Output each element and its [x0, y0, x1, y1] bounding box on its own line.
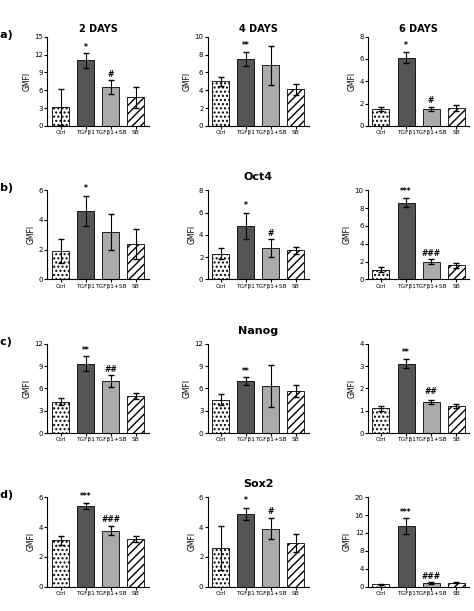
Bar [422, 109, 439, 126]
Bar [77, 211, 94, 279]
Y-axis label: GMFI: GMFI [27, 225, 36, 244]
Y-axis label: GMFI: GMFI [23, 71, 32, 91]
Text: ##: ## [425, 387, 438, 396]
Text: (c): (c) [0, 337, 11, 346]
Text: (a): (a) [0, 29, 12, 40]
Bar [447, 582, 465, 587]
Bar [422, 583, 439, 587]
Title: 6 DAYS: 6 DAYS [399, 24, 438, 34]
Bar [373, 269, 390, 279]
Bar [447, 108, 465, 126]
Bar [398, 364, 415, 433]
Text: Oct4: Oct4 [244, 172, 273, 182]
Bar [127, 244, 144, 279]
Bar [422, 262, 439, 279]
Text: #: # [428, 97, 434, 105]
Bar [102, 381, 119, 433]
Bar [102, 232, 119, 279]
Bar [127, 396, 144, 433]
Bar [237, 381, 255, 433]
Text: **: ** [402, 348, 410, 357]
Y-axis label: GMFI: GMFI [187, 225, 196, 244]
Y-axis label: GMFI: GMFI [343, 532, 352, 552]
Bar [398, 58, 415, 126]
Y-axis label: GMFI: GMFI [182, 71, 191, 91]
Bar [102, 531, 119, 587]
Text: ###: ### [421, 573, 441, 581]
Title: 2 DAYS: 2 DAYS [79, 24, 118, 34]
Text: ***: *** [80, 492, 91, 501]
Bar [287, 89, 304, 126]
Bar [398, 203, 415, 279]
Y-axis label: GMFI: GMFI [347, 71, 356, 91]
Y-axis label: GMFI: GMFI [27, 532, 36, 552]
Title: 4 DAYS: 4 DAYS [239, 24, 278, 34]
Bar [237, 514, 255, 587]
Text: ##: ## [104, 365, 117, 373]
Bar [52, 107, 69, 126]
Bar [373, 409, 390, 433]
Text: ###: ### [101, 515, 120, 524]
Text: #: # [268, 507, 274, 516]
Bar [373, 109, 390, 126]
Text: **: ** [242, 367, 250, 376]
Text: #: # [108, 70, 114, 79]
Bar [77, 60, 94, 126]
Text: *: * [404, 41, 408, 50]
Bar [262, 386, 279, 433]
Text: (d): (d) [0, 490, 13, 500]
Y-axis label: GMFI: GMFI [23, 379, 32, 398]
Y-axis label: GMFI: GMFI [183, 379, 192, 398]
Bar [212, 548, 229, 587]
Text: **: ** [242, 41, 250, 50]
Bar [262, 65, 279, 126]
Text: #: # [268, 229, 274, 238]
Bar [102, 87, 119, 126]
Bar [52, 402, 69, 433]
Bar [52, 541, 69, 587]
Bar [77, 364, 94, 433]
Text: *: * [244, 201, 248, 210]
Text: (b): (b) [0, 183, 13, 193]
Bar [77, 507, 94, 587]
Bar [287, 390, 304, 433]
Text: ***: *** [400, 188, 412, 197]
Y-axis label: GMFI: GMFI [187, 532, 196, 552]
Bar [447, 265, 465, 279]
Text: Sox2: Sox2 [243, 480, 273, 489]
Bar [422, 402, 439, 433]
Bar [287, 251, 304, 279]
Y-axis label: GMFI: GMFI [343, 225, 352, 244]
Bar [287, 543, 304, 587]
Bar [262, 248, 279, 279]
Text: *: * [244, 497, 248, 505]
Bar [212, 81, 229, 126]
Text: Nanog: Nanog [238, 326, 278, 336]
Bar [398, 526, 415, 587]
Bar [52, 251, 69, 279]
Bar [373, 584, 390, 587]
Bar [212, 400, 229, 433]
Bar [127, 97, 144, 126]
Bar [212, 254, 229, 279]
Bar [237, 59, 255, 126]
Text: *: * [83, 43, 88, 51]
Text: ***: *** [400, 508, 412, 518]
Text: ###: ### [421, 249, 441, 258]
Bar [447, 406, 465, 433]
Text: *: * [83, 184, 88, 193]
Bar [127, 539, 144, 587]
Text: **: ** [82, 346, 90, 355]
Y-axis label: GMFI: GMFI [347, 379, 356, 398]
Bar [237, 226, 255, 279]
Bar [262, 529, 279, 587]
